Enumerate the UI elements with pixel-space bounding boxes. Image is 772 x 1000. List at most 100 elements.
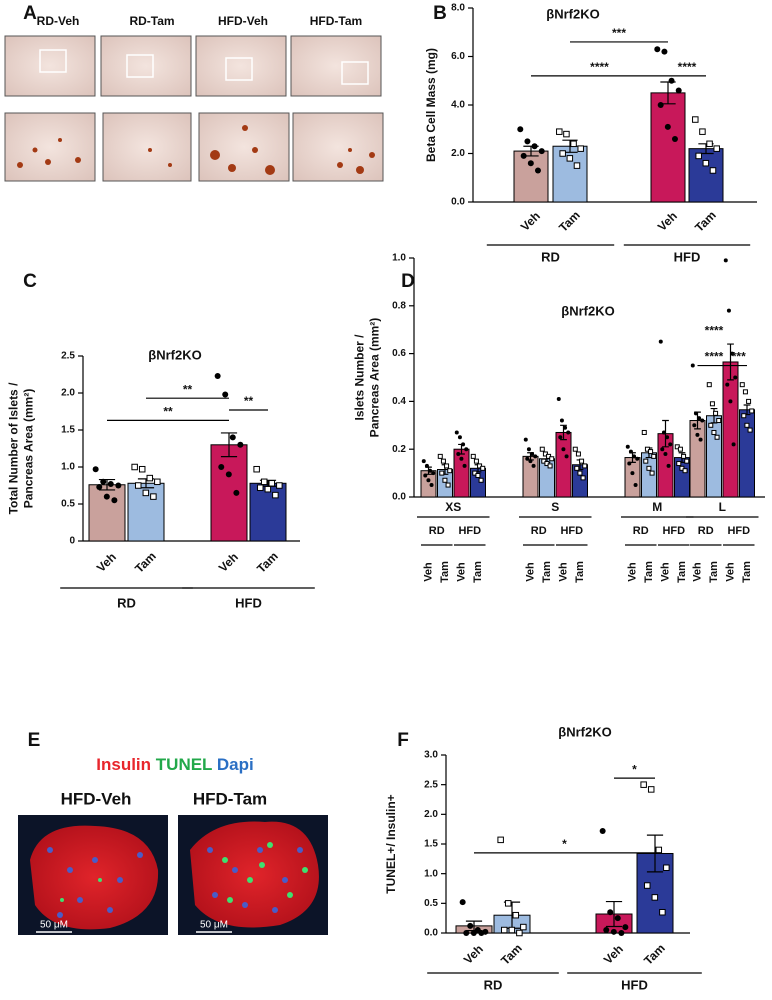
x-tick-label: Veh [422,562,434,582]
group-label: HFD [727,525,750,537]
data-point [655,846,663,854]
y-tick-label: 0.2 [392,444,406,455]
data-point [628,449,633,454]
image-label: RD-Veh [37,14,80,28]
data-point [237,441,244,448]
y-tick-label: 0.0 [392,492,406,503]
data-point [444,463,450,469]
bar [552,145,588,203]
x-tick-label: Tam [541,561,553,583]
y-tick-label: 1.5 [424,839,438,850]
data-point [558,435,563,440]
bar [688,148,724,203]
data-point [744,422,750,428]
image-label: RD-Tam [129,14,174,28]
data-point [96,483,103,490]
data-point [100,478,107,485]
data-point [538,148,545,155]
data-point [677,446,683,452]
data-point [573,162,581,169]
data-point [421,459,426,464]
data-point [603,927,610,934]
x-tick-label: Tam [692,208,719,235]
chart-title: βNrf2KO [561,303,614,318]
panel-label: B [433,3,447,24]
data-point [742,389,748,395]
bar [706,415,722,498]
data-point [429,483,434,488]
x-tick-label: Veh [455,562,467,582]
data-point [501,926,508,934]
data-point [726,308,731,313]
data-point [276,482,283,489]
data-point [651,894,659,901]
data-point [138,465,146,473]
group-label: RD [484,977,503,992]
x-tick-label: Tam [708,561,720,583]
y-axis-label: TUNEL+/ Insulin+ [384,794,398,893]
size-label: M [652,500,662,514]
data-point [424,463,429,468]
data-point [539,446,545,452]
data-point [516,929,523,937]
stain: TUNEL [156,755,212,774]
data-point [676,461,682,467]
y-tick-label: 0.5 [424,898,438,909]
data-point [643,458,649,464]
size-label: S [551,500,559,514]
data-point [579,458,585,464]
data-point [659,908,666,916]
panel-label: D [401,271,415,292]
data-point [699,128,706,135]
data-point [633,483,638,488]
data-point [222,391,229,398]
data-point [681,453,687,459]
y-tick-label: 8.0 [451,3,465,14]
y-tick-label: 1.5 [61,425,75,436]
data-point [646,465,652,471]
data-point [749,408,755,414]
size-label: L [719,500,726,514]
data-point [534,167,541,174]
x-tick-label: Tam [741,561,753,583]
group-label: RD [117,595,136,610]
data-point [577,470,583,476]
bar [88,484,126,542]
y-tick-label: 1.0 [424,868,438,879]
data-point [437,453,443,459]
bar [722,361,739,498]
group-label: HFD [662,525,685,537]
data-point [599,827,606,834]
y-tick-label: 2.0 [451,148,465,159]
image-label: HFD-Veh [218,14,268,28]
data-point [512,911,520,919]
data-point [525,456,530,461]
data-point [428,468,433,473]
x-tick-label: Tam [574,561,586,583]
error-bar [220,432,238,458]
data-point [229,434,236,441]
data-point [610,928,617,935]
data-point [459,899,466,906]
data-point [746,398,752,404]
data-point [725,382,730,387]
data-point [708,422,714,428]
y-axis-label: Beta Cell Mass (mg) [424,48,438,162]
data-point [566,430,571,435]
histology-images [4,35,384,182]
data-point [649,470,655,476]
significance-label: ** [183,382,193,396]
data-point [577,145,584,152]
data-point [467,922,474,929]
data-point [459,456,464,461]
data-point [706,382,712,388]
bar [689,420,706,498]
data-point [253,465,260,473]
panel-label: C [23,271,37,292]
data-point [457,435,462,440]
data-point [640,781,647,788]
significance-label: **** [590,60,609,74]
data-point [563,130,570,138]
data-point [530,451,535,456]
